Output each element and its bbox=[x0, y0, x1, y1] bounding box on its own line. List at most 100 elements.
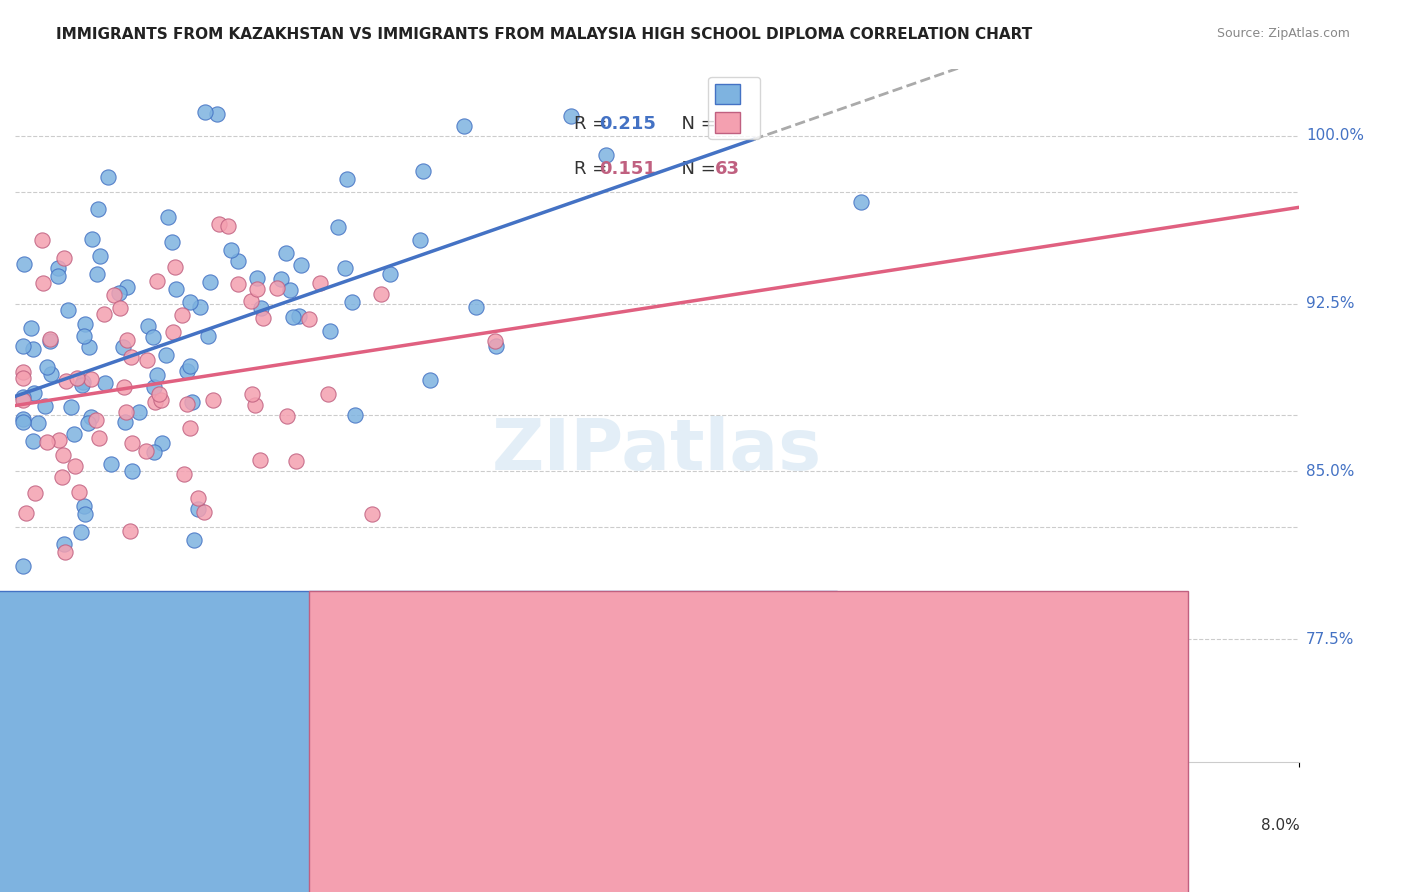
Point bbox=[11, 411, 34, 425]
Point bbox=[217, 219, 239, 234]
Point bbox=[245, 271, 267, 285]
Point bbox=[76, 417, 98, 431]
Text: ZIPatlas: ZIPatlas bbox=[492, 416, 823, 484]
Point bbox=[219, 243, 242, 257]
Point bbox=[165, 260, 187, 274]
Point bbox=[11, 390, 34, 404]
Point bbox=[67, 484, 90, 499]
Point bbox=[187, 502, 209, 516]
Point bbox=[198, 275, 221, 289]
Point bbox=[156, 211, 179, 225]
Point bbox=[87, 202, 110, 217]
Point bbox=[48, 434, 70, 448]
Text: N =: N = bbox=[671, 115, 721, 133]
Point bbox=[201, 392, 224, 407]
Point bbox=[160, 235, 183, 249]
Point bbox=[46, 261, 69, 276]
Point bbox=[59, 400, 82, 414]
Point bbox=[276, 409, 298, 423]
Point bbox=[11, 392, 34, 407]
Point bbox=[485, 339, 508, 353]
Point bbox=[55, 375, 77, 389]
Point bbox=[243, 398, 266, 412]
Point bbox=[65, 371, 87, 385]
Point bbox=[114, 415, 136, 429]
Point bbox=[46, 268, 69, 283]
Point bbox=[53, 537, 76, 551]
Point bbox=[77, 340, 100, 354]
Point bbox=[851, 195, 873, 210]
Point bbox=[155, 347, 177, 361]
Point bbox=[150, 392, 173, 407]
Point bbox=[13, 258, 35, 272]
Point bbox=[298, 312, 321, 326]
Point bbox=[117, 280, 139, 294]
Point bbox=[173, 467, 195, 482]
Point bbox=[11, 415, 34, 429]
Point bbox=[112, 340, 135, 354]
Point bbox=[270, 272, 292, 286]
Legend: , : , bbox=[709, 77, 761, 139]
Point bbox=[108, 286, 131, 301]
Point bbox=[284, 454, 307, 468]
Point bbox=[176, 364, 198, 378]
Point bbox=[13, 635, 35, 649]
Point bbox=[38, 333, 60, 347]
Point bbox=[280, 283, 302, 297]
Point bbox=[162, 326, 184, 340]
Point bbox=[11, 365, 34, 379]
Point bbox=[240, 293, 263, 308]
Point bbox=[82, 232, 104, 246]
Text: 100.0%: 100.0% bbox=[1306, 128, 1364, 144]
Point bbox=[136, 353, 159, 368]
Point bbox=[73, 329, 96, 343]
Point bbox=[118, 524, 141, 538]
Point bbox=[143, 394, 166, 409]
Text: 0.215: 0.215 bbox=[599, 115, 657, 133]
Point bbox=[250, 301, 273, 316]
Point bbox=[419, 373, 441, 387]
Point bbox=[39, 368, 62, 382]
Point bbox=[94, 376, 117, 390]
Point bbox=[121, 436, 143, 450]
Point bbox=[560, 109, 582, 123]
Point bbox=[53, 545, 76, 559]
Point bbox=[240, 387, 263, 401]
Point bbox=[52, 448, 75, 462]
Point bbox=[27, 416, 49, 430]
Point bbox=[80, 409, 103, 424]
Point bbox=[146, 368, 169, 382]
Point bbox=[188, 300, 211, 314]
Point bbox=[148, 387, 170, 401]
Point bbox=[340, 294, 363, 309]
Point bbox=[246, 282, 269, 296]
Point bbox=[89, 431, 111, 445]
Point bbox=[146, 274, 169, 288]
Text: 0.151: 0.151 bbox=[599, 161, 657, 178]
Point bbox=[181, 394, 204, 409]
Point bbox=[62, 427, 84, 442]
Point bbox=[84, 413, 107, 427]
Point bbox=[333, 261, 356, 276]
Point bbox=[34, 399, 56, 413]
Point bbox=[316, 387, 339, 401]
Point bbox=[465, 301, 488, 315]
Point bbox=[179, 421, 201, 435]
Text: N =: N = bbox=[671, 161, 721, 178]
Point bbox=[150, 436, 173, 450]
Point bbox=[266, 281, 288, 295]
Point bbox=[35, 435, 58, 450]
Point bbox=[70, 525, 93, 540]
Text: Immigrants from Kazakhstan: Immigrants from Kazakhstan bbox=[392, 804, 613, 819]
Text: Source: ZipAtlas.com: Source: ZipAtlas.com bbox=[1216, 27, 1350, 40]
Point bbox=[142, 379, 165, 393]
Point bbox=[75, 317, 97, 331]
Point bbox=[73, 507, 96, 521]
Point bbox=[58, 302, 80, 317]
Point bbox=[115, 334, 138, 348]
Point bbox=[274, 246, 297, 260]
Point bbox=[38, 334, 60, 348]
Point bbox=[249, 453, 271, 467]
Text: Immigrants from Malaysia: Immigrants from Malaysia bbox=[711, 804, 911, 819]
Point bbox=[100, 458, 122, 472]
